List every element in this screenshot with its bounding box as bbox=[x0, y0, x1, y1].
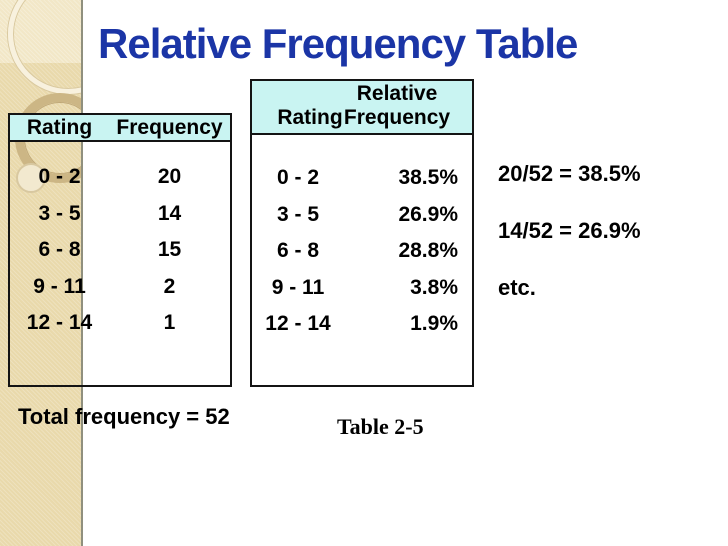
table-row: 12 - 14 1.9% bbox=[252, 306, 472, 343]
rating-cell: 9 - 11 bbox=[271, 275, 325, 299]
rating-cell: 6 - 8 bbox=[38, 238, 81, 262]
relative-table-header-rating: Rating bbox=[277, 106, 343, 129]
relative-table-body: 0 - 2 38.5% 3 - 5 26.9% 6 - 8 28.8% 9 - … bbox=[252, 135, 472, 343]
table-row: 9 - 11 2 bbox=[10, 269, 230, 306]
circle-small-decoration bbox=[16, 163, 46, 193]
rating-cell: 3 - 5 bbox=[38, 201, 81, 225]
frequency-table-header-rating: Rating bbox=[26, 115, 93, 139]
rating-cell: 6 - 8 bbox=[276, 239, 320, 263]
table-row: 12 - 14 1 bbox=[10, 305, 230, 342]
relative-frequency-cell: 3.8% bbox=[410, 275, 458, 299]
relative-frequency-cell: 28.8% bbox=[398, 239, 458, 263]
frequency-cell: 1 bbox=[163, 311, 176, 335]
relative-table-header-relative-frequency: Relative Frequency bbox=[328, 82, 466, 130]
rating-cell: 0 - 2 bbox=[276, 166, 320, 190]
annotation-line: 20/52 = 38.5% bbox=[498, 161, 641, 186]
circle-outline-decoration bbox=[8, 0, 81, 94]
relative-frequency-cell: 38.5% bbox=[398, 166, 458, 190]
rating-cell: 3 - 5 bbox=[276, 202, 320, 226]
frequency-cell: 2 bbox=[163, 274, 176, 298]
relative-table-header: Rating Relative Frequency bbox=[252, 81, 472, 135]
table-row: 6 - 8 28.8% bbox=[252, 233, 472, 270]
relative-frequency-table: Rating Relative Frequency 0 - 2 38.5% 3 … bbox=[250, 79, 474, 387]
annotation-line: 14/52 = 26.9% bbox=[498, 218, 641, 243]
relative-header-line1: Relative bbox=[356, 82, 438, 105]
frequency-table-body: 0 - 2 20 3 - 5 14 6 - 8 15 9 - 11 2 12 -… bbox=[10, 142, 230, 342]
rating-cell: 0 - 2 bbox=[38, 165, 81, 189]
calculation-annotations: 20/52 = 38.5% 14/52 = 26.9% etc. bbox=[498, 161, 641, 332]
rating-cell: 9 - 11 bbox=[33, 274, 86, 298]
relative-header-line2: Frequency bbox=[343, 106, 451, 129]
table-row: 3 - 5 26.9% bbox=[252, 197, 472, 234]
table-row: 9 - 11 3.8% bbox=[252, 270, 472, 307]
page-title: Relative Frequency Table bbox=[98, 20, 578, 67]
frequency-table-header-frequency: Frequency bbox=[116, 115, 223, 139]
relative-frequency-cell: 1.9% bbox=[410, 312, 458, 336]
frequency-table-header: Rating Frequency bbox=[10, 115, 230, 142]
total-frequency-label: Total frequency = 52 bbox=[18, 404, 230, 429]
frequency-cell: 20 bbox=[157, 165, 182, 189]
annotation-line: etc. bbox=[498, 275, 536, 300]
relative-frequency-cell: 26.9% bbox=[398, 202, 458, 226]
rating-cell: 12 - 14 bbox=[26, 311, 93, 335]
table-row: 0 - 2 38.5% bbox=[252, 160, 472, 197]
frequency-cell: 14 bbox=[157, 201, 182, 225]
frequency-table: Rating Frequency 0 - 2 20 3 - 5 14 6 - 8… bbox=[8, 113, 232, 387]
table-row: 0 - 2 20 bbox=[10, 159, 230, 196]
table-row: 6 - 8 15 bbox=[10, 232, 230, 269]
table-row: 3 - 5 14 bbox=[10, 196, 230, 233]
frequency-cell: 15 bbox=[157, 238, 182, 262]
rating-cell: 12 - 14 bbox=[265, 312, 331, 336]
table-caption: Table 2-5 bbox=[337, 414, 424, 439]
